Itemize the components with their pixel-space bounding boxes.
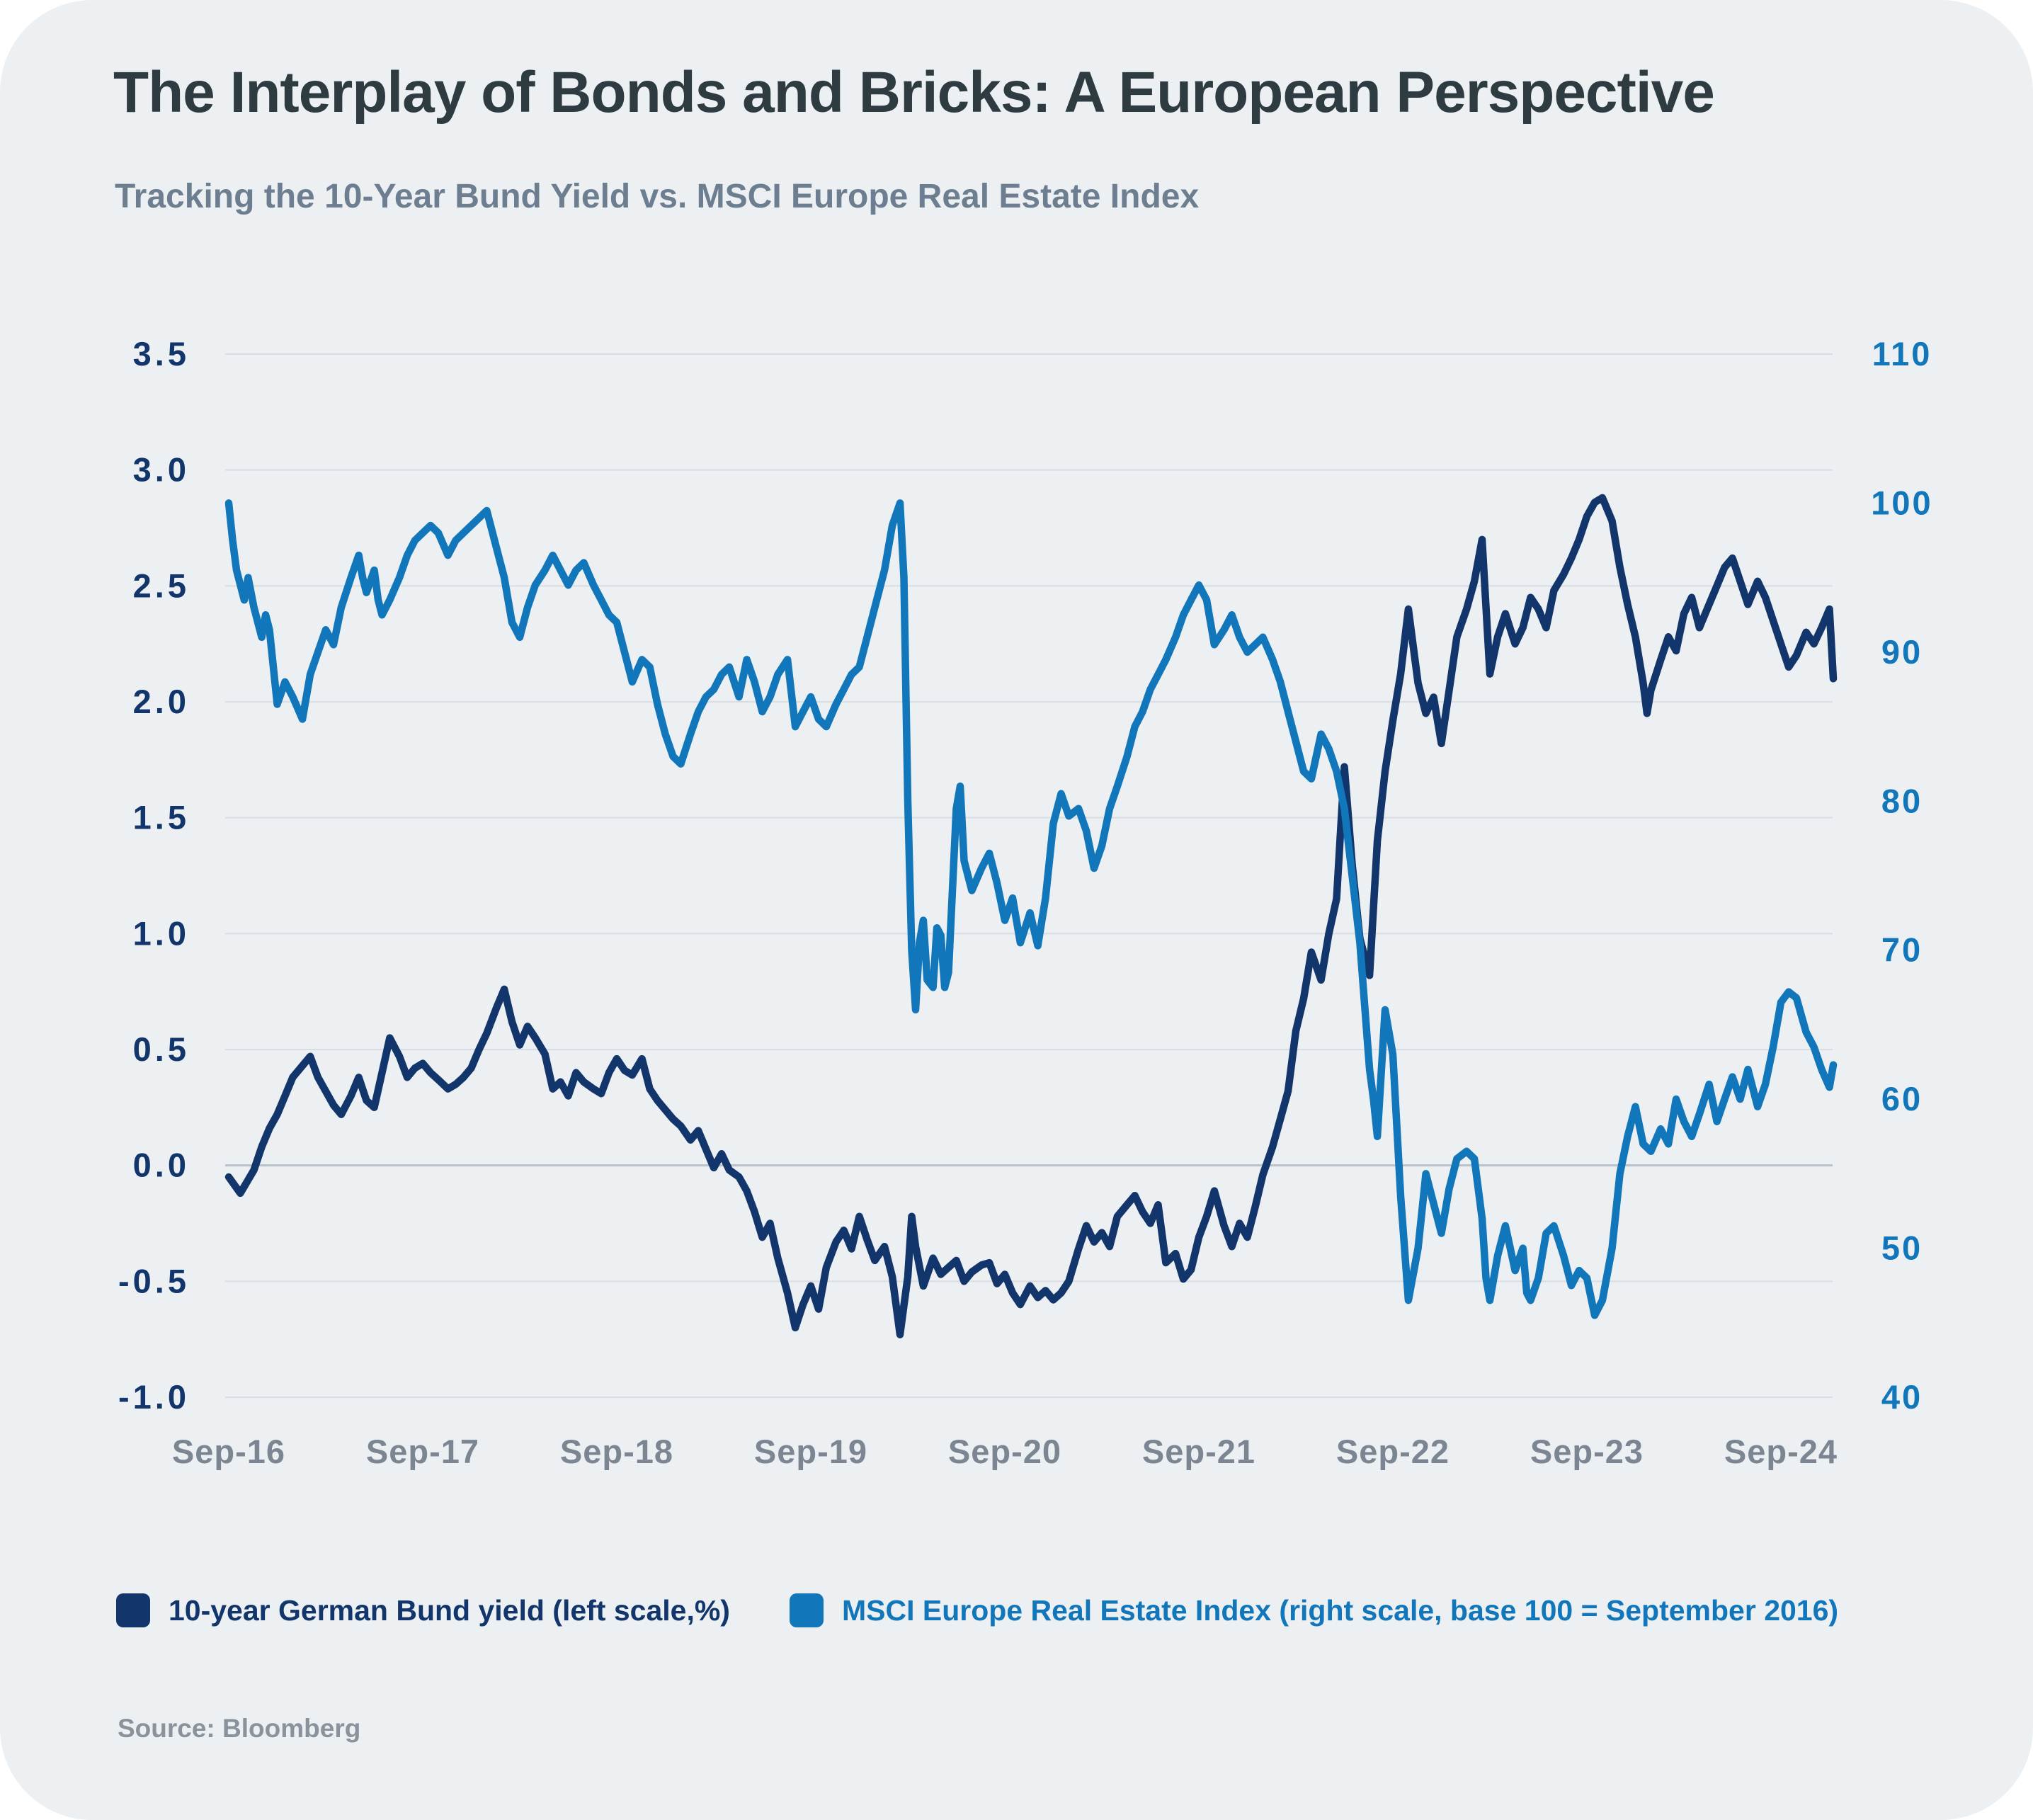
- left-axis-tick-label: 2.0: [133, 683, 190, 720]
- right-axis-tick-label: 90: [1881, 633, 1923, 671]
- left-axis-tick-label: 1.5: [133, 799, 190, 836]
- right-axis-tick-label: 60: [1881, 1080, 1923, 1117]
- x-axis-tick-label: Sep-20: [948, 1433, 1061, 1470]
- left-axis-tick-label: -1.0: [118, 1378, 190, 1416]
- msci-legend-label: MSCI Europe Real Estate Index (right sca…: [841, 1593, 1839, 1627]
- x-axis-tick-label: Sep-22: [1336, 1433, 1450, 1470]
- left-axis-tick-label: -0.5: [118, 1262, 190, 1299]
- right-axis-tick-label: 100: [1871, 484, 1932, 521]
- right-axis-tick-label: 70: [1881, 931, 1923, 969]
- x-axis-tick-label: Sep-23: [1530, 1433, 1644, 1470]
- right-axis-tick-label: 50: [1881, 1229, 1923, 1267]
- left-axis-tick-label: 1.0: [133, 914, 190, 952]
- x-axis-tick-label: Sep-16: [172, 1433, 285, 1470]
- legend-item-bund: 10-year German Bund yield (left scale,%): [116, 1593, 730, 1627]
- gridlines: [225, 353, 1833, 1398]
- x-axis-tick-label: Sep-17: [366, 1433, 479, 1470]
- x-axis-tick-label: Sep-18: [560, 1433, 673, 1470]
- left-axis-tick-label: 0.5: [133, 1030, 190, 1068]
- chart-title: The Interplay of Bonds and Bricks: A Eur…: [113, 60, 1715, 125]
- bund-legend-label: 10-year German Bund yield (left scale,%): [169, 1593, 730, 1627]
- source-note: Source: Bloomberg: [118, 1714, 361, 1743]
- left-axis-tick-label: 3.5: [133, 335, 190, 372]
- left-axis-tick-label: 0.0: [133, 1147, 190, 1184]
- x-axis-tick-label: Sep-21: [1142, 1433, 1255, 1470]
- x-axis-tick-label: Sep-19: [754, 1433, 867, 1470]
- legend-item-msci: MSCI Europe Real Estate Index (right sca…: [789, 1593, 1839, 1627]
- chart-subtitle: Tracking the 10-Year Bund Yield vs. MSCI…: [115, 178, 1200, 215]
- x-axis-tick-label: Sep-24: [1724, 1433, 1838, 1470]
- right-axis-tick-label: 40: [1881, 1378, 1923, 1416]
- left-axis-tick-label: 3.0: [133, 451, 190, 489]
- left-axis-tick-labels: 3.5 3.0 2.5 2.0 1.5 1.0 0.5 0.0 -0.5 -1.0: [118, 335, 190, 1416]
- msci-legend-swatch: [789, 1593, 824, 1627]
- bund-legend-swatch: [116, 1593, 150, 1627]
- right-axis-tick-label: 110: [1872, 335, 1932, 372]
- x-axis-tick-labels: Sep-16 Sep-17 Sep-18 Sep-19 Sep-20 Sep-21 Sep-…: [172, 1433, 1838, 1470]
- left-axis-tick-label: 2.5: [133, 567, 190, 604]
- bund-yield-line: [224, 494, 1838, 1338]
- legend: 10-year German Bund yield (left scale,%)…: [116, 1593, 1838, 1627]
- msci-index-line: [224, 499, 1838, 1319]
- right-axis-tick-label: 80: [1881, 782, 1923, 819]
- right-axis-tick-labels: 110 100 90 80 70 60 50 40: [1871, 335, 1932, 1416]
- series-lines: [224, 494, 1838, 1338]
